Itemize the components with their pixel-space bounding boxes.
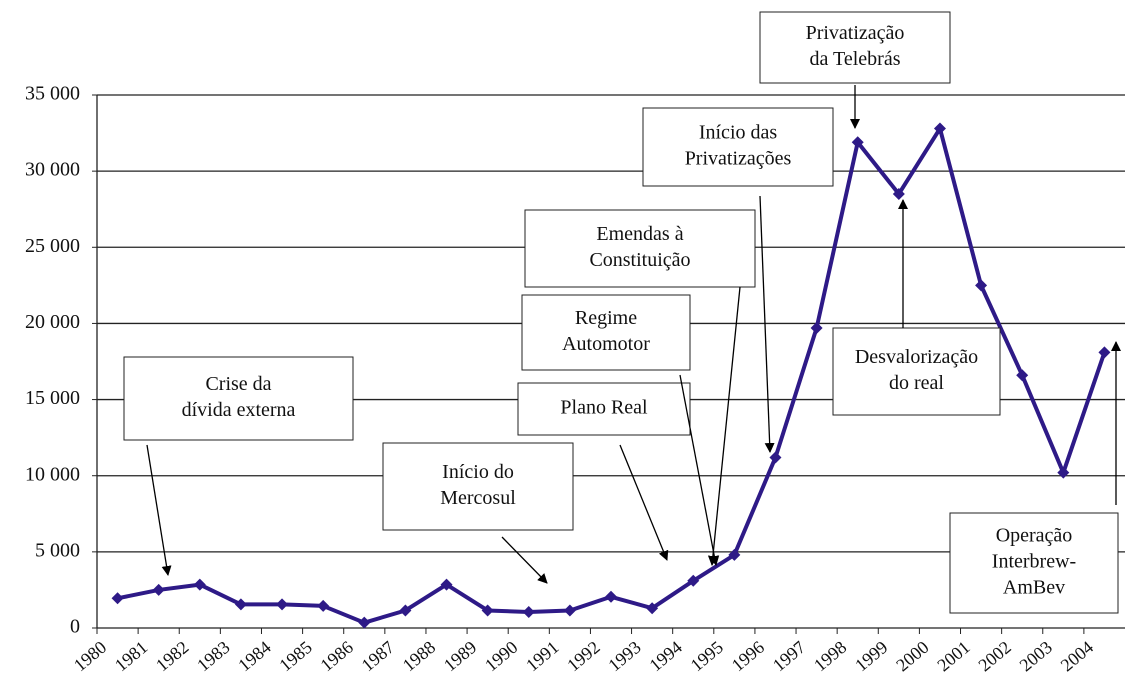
data-point <box>481 604 494 617</box>
x-tick-label: 1993 <box>604 637 644 675</box>
y-tick-label: 25 000 <box>25 235 80 257</box>
x-tick-label: 1996 <box>728 637 768 675</box>
data-point <box>892 187 905 200</box>
x-tick-label: 1992 <box>563 637 603 675</box>
data-point <box>810 321 823 334</box>
annotation-box <box>521 294 691 371</box>
x-tick-label: 1997 <box>769 637 809 675</box>
annotation-box <box>123 356 354 441</box>
x-tick-label: 1986 <box>317 637 357 675</box>
y-tick-label: 20 000 <box>25 311 80 333</box>
x-tick-label: 2000 <box>892 637 932 675</box>
x-tick-label: 1982 <box>152 637 192 675</box>
annotation-box <box>382 442 574 531</box>
data-point <box>276 598 289 611</box>
annotation-text: Operação <box>996 525 1073 547</box>
data-point <box>399 604 412 617</box>
annotation-text: Interbrew- <box>992 551 1076 573</box>
data-point <box>933 122 946 135</box>
data-point <box>358 616 371 629</box>
data-point <box>1098 346 1111 359</box>
x-tick-label: 2002 <box>974 637 1014 675</box>
annotation-text: AmBev <box>1003 577 1065 599</box>
annotation-text: Crise da <box>205 373 271 395</box>
data-point <box>851 136 864 149</box>
data-point <box>563 604 576 617</box>
annotation-box <box>949 512 1119 614</box>
x-tick-label: 2003 <box>1016 637 1056 675</box>
annotation-arrow <box>619 444 669 561</box>
x-tick-label: 1989 <box>440 637 480 675</box>
annotation-text: Início das <box>699 122 778 144</box>
annotation-text: Constituição <box>589 249 690 271</box>
x-tick-label: 1995 <box>687 637 727 675</box>
x-tick-label: 1998 <box>810 637 850 675</box>
data-point <box>522 606 535 619</box>
annotation-text: do real <box>889 372 944 394</box>
annotation-text: Privatização <box>806 22 905 44</box>
x-tick-label: 1980 <box>70 637 110 675</box>
y-tick-label: 5 000 <box>35 539 80 561</box>
data-point <box>975 279 988 292</box>
y-tick-label: 0 <box>70 616 80 638</box>
x-tick-label: 1988 <box>399 637 439 675</box>
x-tick-label: 1983 <box>193 637 233 675</box>
data-point <box>152 583 165 596</box>
annotation-text: dívida externa <box>182 399 296 421</box>
annotation-box <box>517 382 691 436</box>
annotation-text: Regime <box>575 307 637 329</box>
data-point <box>687 574 700 587</box>
data-point <box>440 578 453 591</box>
x-tick-label: 1991 <box>522 637 562 675</box>
data-point <box>317 599 330 612</box>
y-tick-label: 10 000 <box>25 463 80 485</box>
data-point <box>1016 369 1029 382</box>
data-point <box>605 590 617 603</box>
y-tick-label: 30 000 <box>25 159 80 181</box>
data-point <box>111 592 124 605</box>
y-tick-label: 35 000 <box>25 83 80 105</box>
annotation-text: Privatizações <box>685 148 792 170</box>
x-tick-label: 1994 <box>645 637 685 675</box>
annotation-box <box>642 107 834 187</box>
x-tick-label: 2001 <box>933 637 973 675</box>
annotation-text: Mercosul <box>440 487 516 509</box>
annotation-box <box>524 209 756 288</box>
y-tick-label: 15 000 <box>25 387 80 409</box>
data-point <box>193 578 206 591</box>
x-tick-label: 1984 <box>234 637 274 675</box>
annotation-text: Plano Real <box>560 397 648 419</box>
x-tick-label: 1987 <box>358 637 398 675</box>
x-tick-label: 1985 <box>275 637 315 675</box>
data-point <box>1057 466 1070 479</box>
annotation-box <box>759 11 951 84</box>
annotation-text: Automotor <box>562 333 650 355</box>
annotation-text: Início do <box>442 461 514 483</box>
x-tick-label: 1999 <box>851 637 891 675</box>
data-point <box>769 451 782 464</box>
annotation-text: Desvalorização <box>855 346 978 368</box>
data-point <box>728 548 741 561</box>
annotation-arrow <box>146 444 172 576</box>
annotation-arrow <box>707 286 741 566</box>
x-tick-label: 2004 <box>1057 637 1097 675</box>
x-tick-label: 1990 <box>481 637 521 675</box>
annotation-arrow <box>679 374 720 566</box>
annotation-text: Emendas à <box>596 223 683 245</box>
data-point <box>646 602 659 615</box>
annotation-box <box>832 327 1001 416</box>
annotation-arrow <box>759 195 775 453</box>
annotation-text: da Telebrás <box>810 48 901 70</box>
annotation-arrow <box>501 536 548 584</box>
x-tick-label: 1981 <box>111 637 151 675</box>
data-point <box>234 598 247 611</box>
